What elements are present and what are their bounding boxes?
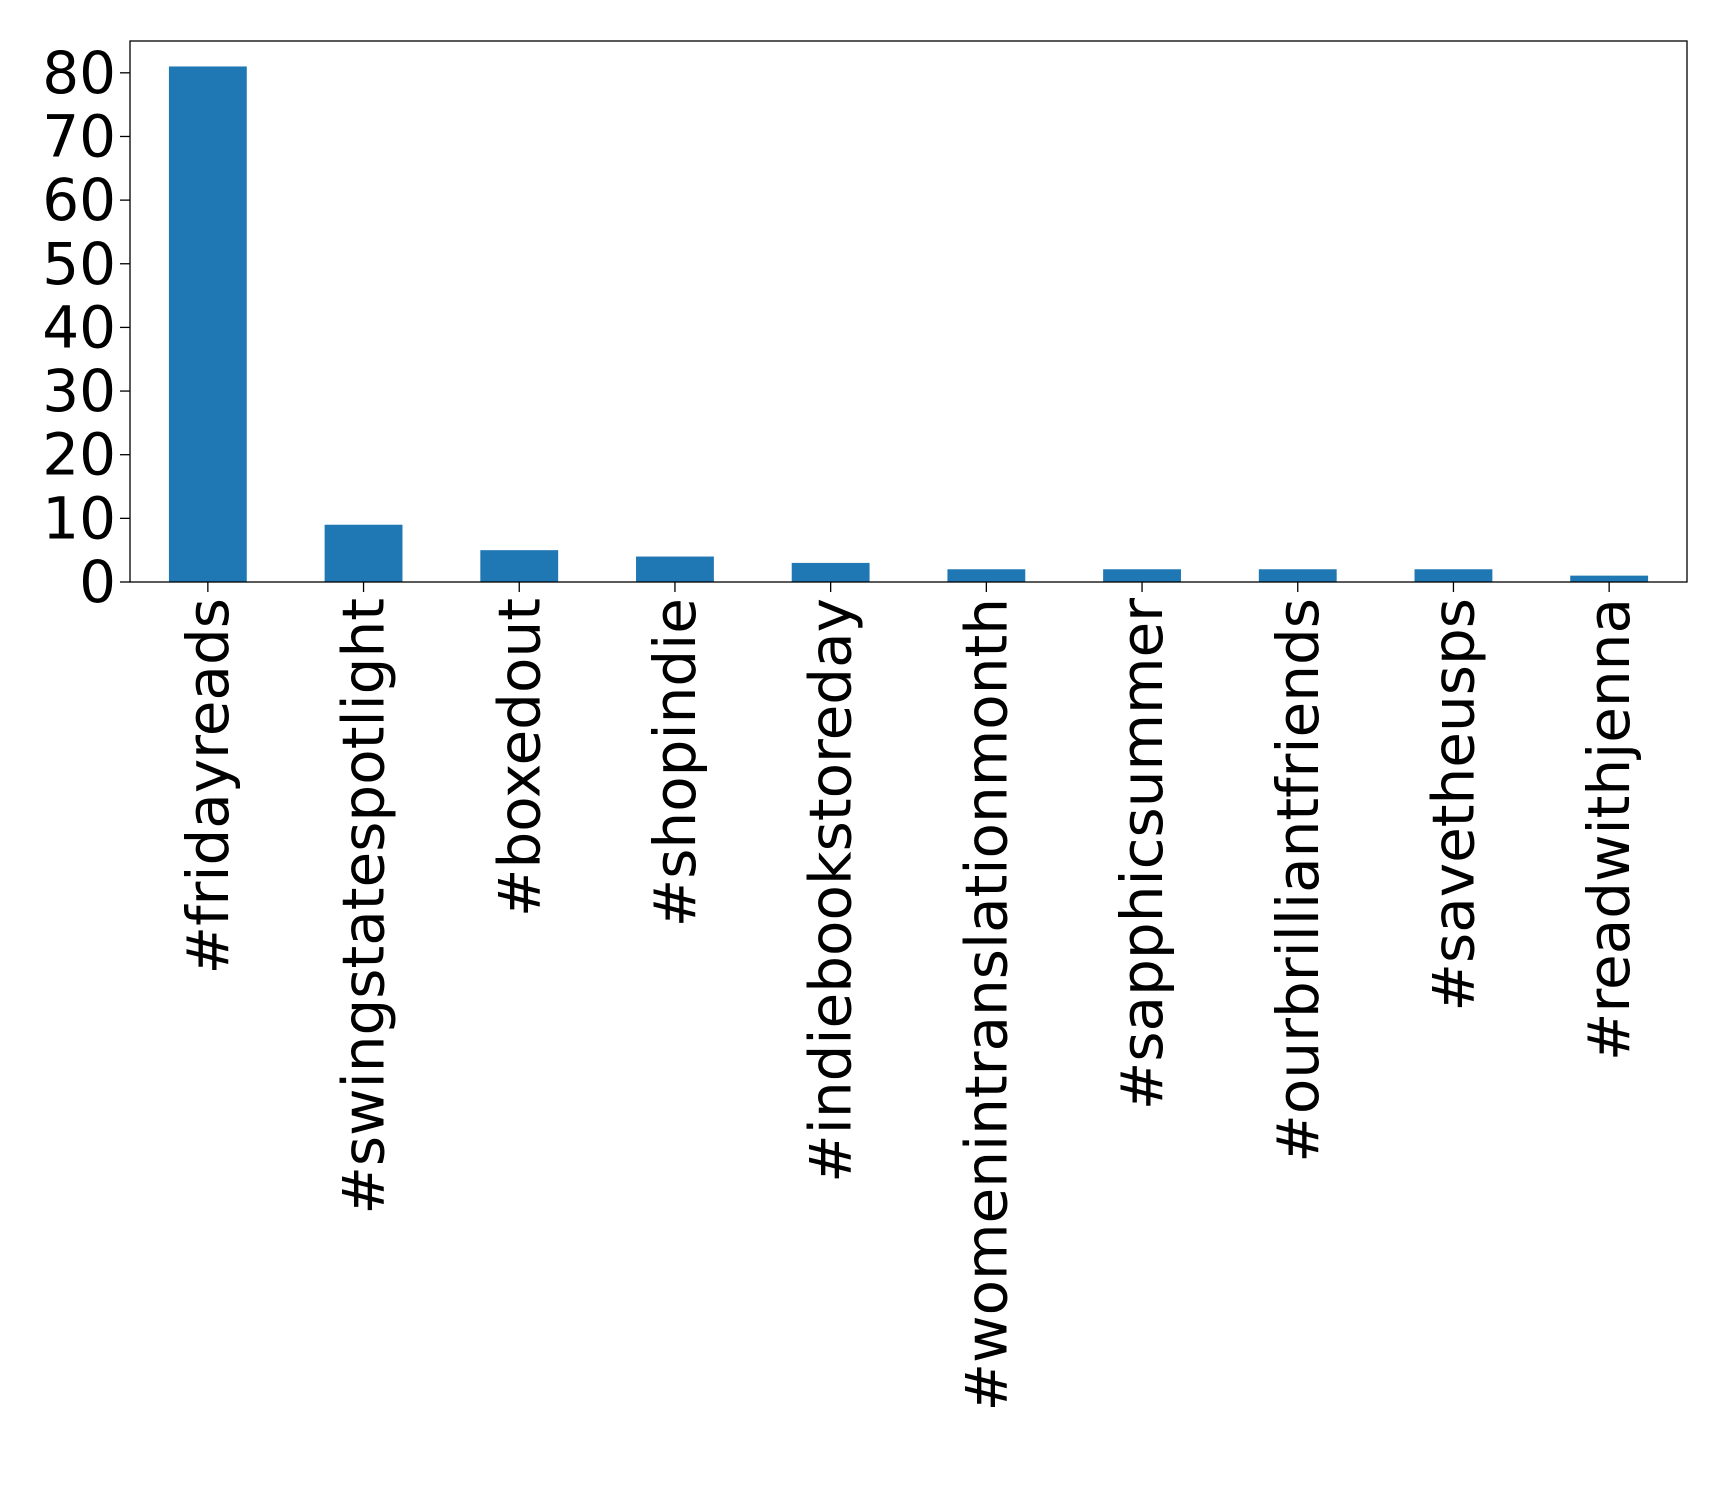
y-tick-label: 60 [42, 166, 116, 234]
bar-fridayreads [168, 66, 247, 583]
x-tick-label-ourbrilliantfriends: #ourbrilliantfriends [1264, 598, 1332, 1163]
x-tick-label-fridayreads: #fridayreads [174, 598, 242, 975]
y-tick-label: 0 [79, 548, 116, 616]
x-tick-label-indiebookstoreday: #indiebookstoreday [797, 598, 865, 1183]
y-tick-label: 80 [42, 39, 116, 107]
x-tick-label-shopindie: #shopindie [641, 598, 709, 927]
bar-savetheusps [1414, 569, 1493, 582]
bars-group [168, 66, 1649, 583]
bar-ourbrilliantfriends [1258, 569, 1337, 582]
plot-area-frame [129, 40, 1688, 583]
y-tick-label: 20 [42, 421, 116, 489]
x-tick-label-boxedout: #boxedout [485, 598, 553, 917]
y-tick-label: 50 [42, 230, 116, 298]
x-tick-label-swingstatespotlight: #swingstatespotlight [330, 598, 398, 1215]
bar-shopindie [636, 556, 714, 582]
bar-swingstatespotlight [324, 524, 403, 582]
bar-womenintranslationmonth [947, 569, 1026, 582]
bar-boxedout [480, 550, 559, 582]
bar-readwithjenna [1570, 575, 1649, 582]
bar-indiebookstoreday [791, 562, 870, 582]
x-tick-label-womenintranslationmonth: #womenintranslationmonth [952, 598, 1020, 1411]
y-tick-label: 70 [42, 102, 116, 170]
x-tick-label-readwithjenna: #readwithjenna [1575, 598, 1643, 1061]
y-tick-label: 10 [42, 484, 116, 552]
y-tick-label: 30 [42, 357, 116, 425]
y-tick-label: 40 [42, 293, 116, 361]
x-tick-label-sapphicsummer: #sapphicsummer [1108, 598, 1176, 1110]
axes-group [129, 40, 1688, 583]
x-axis-ticks: #fridayreads #swingstatespotlight #boxedou… [174, 582, 1643, 1411]
bar-sapphicsummer [1103, 569, 1181, 582]
x-tick-label-savetheusps: #savetheusps [1419, 598, 1487, 1012]
